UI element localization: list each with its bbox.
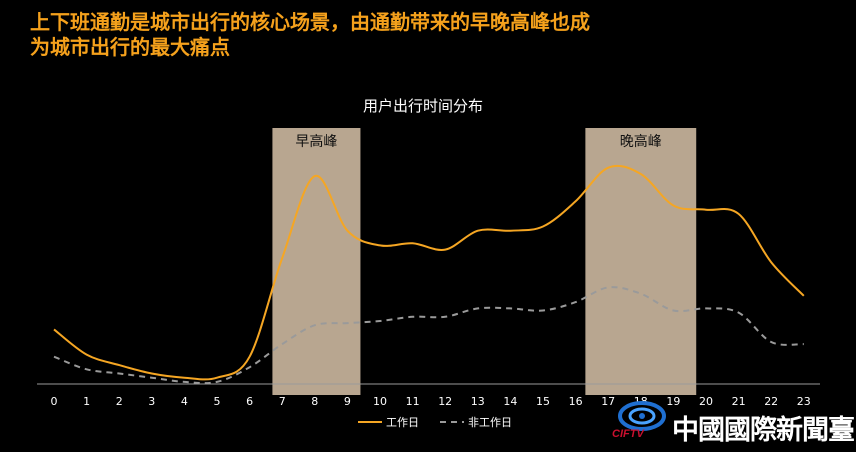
x-tick-label: 11	[406, 395, 420, 408]
x-tick-label: 6	[246, 395, 253, 408]
peak-band-1	[585, 128, 697, 395]
x-tick-label: 9	[344, 395, 351, 408]
series-lines	[53, 164, 805, 385]
peak-bands: 早高峰 晚高峰	[272, 128, 697, 395]
logo-sub-label: CIFTV	[612, 428, 644, 440]
x-tick-label: 14	[503, 395, 517, 408]
peak-band-0	[272, 128, 361, 395]
globe-logo-icon	[618, 401, 666, 431]
x-tick-label: 3	[148, 395, 155, 408]
legend-label: 工作日	[386, 416, 419, 429]
x-tick-label: 17	[601, 395, 615, 408]
headline: 上下班通勤是城市出行的核心场景，由通勤带来的早晚高峰也成 为城市出行的最大痛点	[30, 10, 830, 60]
x-tick-label: 2	[116, 395, 123, 408]
x-tick-label: 16	[569, 395, 583, 408]
series-line-0	[53, 164, 805, 381]
x-tick-label: 12	[438, 395, 452, 408]
legend-label: 非工作日	[468, 416, 512, 429]
x-tick-label: 0	[51, 395, 58, 408]
x-tick-label: 10	[373, 395, 387, 408]
x-tick-label: 20	[699, 395, 713, 408]
x-tick-label: 22	[764, 395, 778, 408]
chart-title: 用户出行时间分布	[363, 97, 483, 115]
x-tick-label: 4	[181, 395, 188, 408]
x-tick-label: 7	[279, 395, 286, 408]
x-tick-label: 21	[732, 395, 746, 408]
legend: 工作日 非工作日	[358, 416, 512, 429]
headline-line-1: 上下班通勤是城市出行的核心场景，由通勤带来的早晚高峰也成	[30, 10, 590, 34]
x-tick-label: 23	[797, 395, 811, 408]
x-tick-label: 13	[471, 395, 485, 408]
x-tick-label: 19	[666, 395, 680, 408]
x-tick-labels: 0 1 2 3 4 5 6 7 8 9 10 11 12 13 14 15 16 17 18 19 20 21 22 23	[51, 395, 811, 408]
x-tick-label: 15	[536, 395, 550, 408]
x-tick-label: 1	[83, 395, 90, 408]
series-line-1	[53, 286, 804, 385]
peak-band-label: 早高峰	[295, 133, 337, 150]
logo-text: 中國國際新聞臺	[672, 415, 855, 446]
x-tick-label: 8	[311, 395, 318, 408]
headline-line-2: 为城市出行的最大痛点	[30, 35, 230, 59]
x-tick-label: 5	[214, 395, 221, 408]
cctv-logo: CIFTV 中國國際新聞臺	[612, 400, 855, 446]
peak-band-label: 晚高峰	[620, 133, 662, 150]
